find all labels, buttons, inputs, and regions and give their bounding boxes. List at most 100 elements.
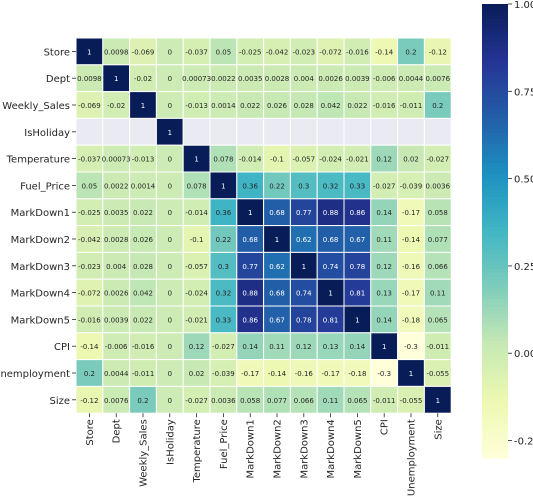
heatmap-cell xyxy=(209,225,238,253)
cell-value-label: 0.14 xyxy=(376,209,392,217)
colorbar-gradient-segment xyxy=(482,19,508,24)
colorbar-gradient-segment xyxy=(482,246,508,251)
heatmap-cell xyxy=(343,225,372,253)
x-axis-tick-labels: Store Dept Weekly_Sales IsHoliday Temperatur… xyxy=(85,413,444,496)
colorbar-gradient-segment xyxy=(482,302,508,308)
heatmap-cell xyxy=(289,332,318,361)
y-tick-label: CPI xyxy=(54,342,70,353)
heatmap-cell xyxy=(343,117,372,146)
colorbar-gradient-segment xyxy=(482,113,508,119)
heatmap-cell xyxy=(236,359,265,387)
cell-value-label: 0.3 xyxy=(218,263,229,271)
heatmap-cell xyxy=(316,225,345,253)
cell-value-label: -0.02 xyxy=(134,75,152,83)
heatmap-cell xyxy=(263,385,291,414)
cell-value-label: -0.013 xyxy=(185,102,208,110)
heatmap-cell xyxy=(423,37,452,66)
heatmap-cell xyxy=(316,385,345,414)
cell-value-label: -0.025 xyxy=(239,48,262,56)
cell-value-label: 0 xyxy=(168,263,172,271)
cell-value-label: 0 xyxy=(168,156,172,164)
colorbar-gradient-segment xyxy=(482,91,508,96)
heatmap-cell xyxy=(289,91,318,119)
cell-value-label: 0.066 xyxy=(428,263,449,271)
cell-value-label: 0.88 xyxy=(242,290,258,298)
cell-value-label: 0 xyxy=(168,316,172,324)
cell-value-label: 0 xyxy=(168,182,172,190)
cell-value-label: 0.33 xyxy=(350,182,366,190)
cell-value-label: -0.016 xyxy=(373,102,396,110)
cell-value-label: -0.16 xyxy=(402,263,421,271)
cell-value-label: 0.14 xyxy=(350,343,366,351)
heatmap-cell xyxy=(423,251,452,280)
cell-value-label: -0.037 xyxy=(185,48,208,56)
colorbar-gradient-segment xyxy=(482,147,508,153)
colorbar-gradient-segment xyxy=(482,15,508,20)
heatmap-cell xyxy=(316,117,345,146)
heatmap-cell xyxy=(236,332,265,361)
cell-value-label: 0.0022 xyxy=(104,182,129,190)
heatmap-cell xyxy=(155,305,184,334)
cell-value-label: 1 xyxy=(194,156,198,164)
colorbar-gradient-segment xyxy=(482,431,508,436)
colorbar-gradient-segment xyxy=(482,268,508,274)
colorbar-gradient-segment xyxy=(482,196,508,202)
colorbar-gradient-segment xyxy=(482,87,508,92)
colorbar-gradient-segment xyxy=(482,45,508,50)
cell-value-label: 0.028 xyxy=(133,263,153,271)
heatmap-cell xyxy=(129,117,157,146)
heatmap-cell xyxy=(397,144,425,173)
colorbar-gradient-segment xyxy=(482,291,508,296)
cell-value-label: -0.016 xyxy=(346,48,369,56)
colorbar-gradient-segment xyxy=(482,170,508,175)
colorbar-gradient-segment xyxy=(482,64,508,69)
cell-value-label: 0 xyxy=(168,343,172,351)
colorbar-gradient-segment xyxy=(482,242,508,247)
colorbar-gradient-segment xyxy=(482,321,508,327)
heatmap-cell xyxy=(343,359,372,387)
heatmap-cell xyxy=(370,171,399,200)
cell-value-label: -0.12 xyxy=(80,397,98,405)
colorbar-gradient-segment xyxy=(482,68,508,73)
heatmap-cell xyxy=(289,117,318,146)
cell-value-label: -0.016 xyxy=(78,316,101,324)
colorbar-gradient-segment xyxy=(482,185,508,190)
cell-value-label: -0.14 xyxy=(375,48,394,56)
cell-value-label: 1 xyxy=(114,75,118,83)
cell-value-label: 0.78 xyxy=(350,263,366,271)
colorbar-gradient-segment xyxy=(482,367,508,372)
colorbar-gradient-segment xyxy=(482,355,508,361)
heatmap-cell xyxy=(423,385,452,414)
heatmap-cell xyxy=(102,171,131,200)
cell-value-label: 0.0026 xyxy=(104,290,129,298)
heatmap-cell xyxy=(343,171,372,200)
colorbar-gradient-segment xyxy=(482,416,508,421)
heatmap-cell xyxy=(423,305,452,334)
cell-value-label: 1 xyxy=(141,102,145,110)
cell-value-label: 1 xyxy=(302,263,306,271)
colorbar-gradient-segment xyxy=(482,325,508,330)
colorbar-gradient-segment xyxy=(482,193,508,198)
cell-value-label: 0.14 xyxy=(242,343,258,351)
cell-value-label: 0.022 xyxy=(347,102,367,110)
x-tick-label: MarkDown3 xyxy=(299,419,310,478)
heatmap-cell xyxy=(316,144,345,173)
cell-value-label: -0.039 xyxy=(400,182,423,190)
y-tick-label: Fuel_Price xyxy=(20,181,70,192)
colorbar-gradient-segment xyxy=(482,405,508,410)
heatmap-cell xyxy=(370,37,399,66)
cell-value-label: 0.2 xyxy=(137,397,148,405)
colorbar-gradient-segment xyxy=(482,41,508,47)
cell-value-label: 0.0036 xyxy=(211,397,236,405)
colorbar-gradient-segment xyxy=(482,223,508,228)
colorbar-gradient-segment xyxy=(482,53,508,58)
heatmap-cell xyxy=(263,117,291,146)
cell-value-label: 1 xyxy=(275,236,279,244)
heatmap-cell xyxy=(263,278,291,307)
cell-value-label: -0.039 xyxy=(212,370,235,378)
colorbar-gradient-segment xyxy=(482,56,508,62)
colorbar-gradient-segment xyxy=(482,94,508,100)
colorbar-gradient-segment xyxy=(482,408,508,414)
heatmap-cell xyxy=(423,117,452,146)
cell-value-label: 0.022 xyxy=(240,102,260,110)
